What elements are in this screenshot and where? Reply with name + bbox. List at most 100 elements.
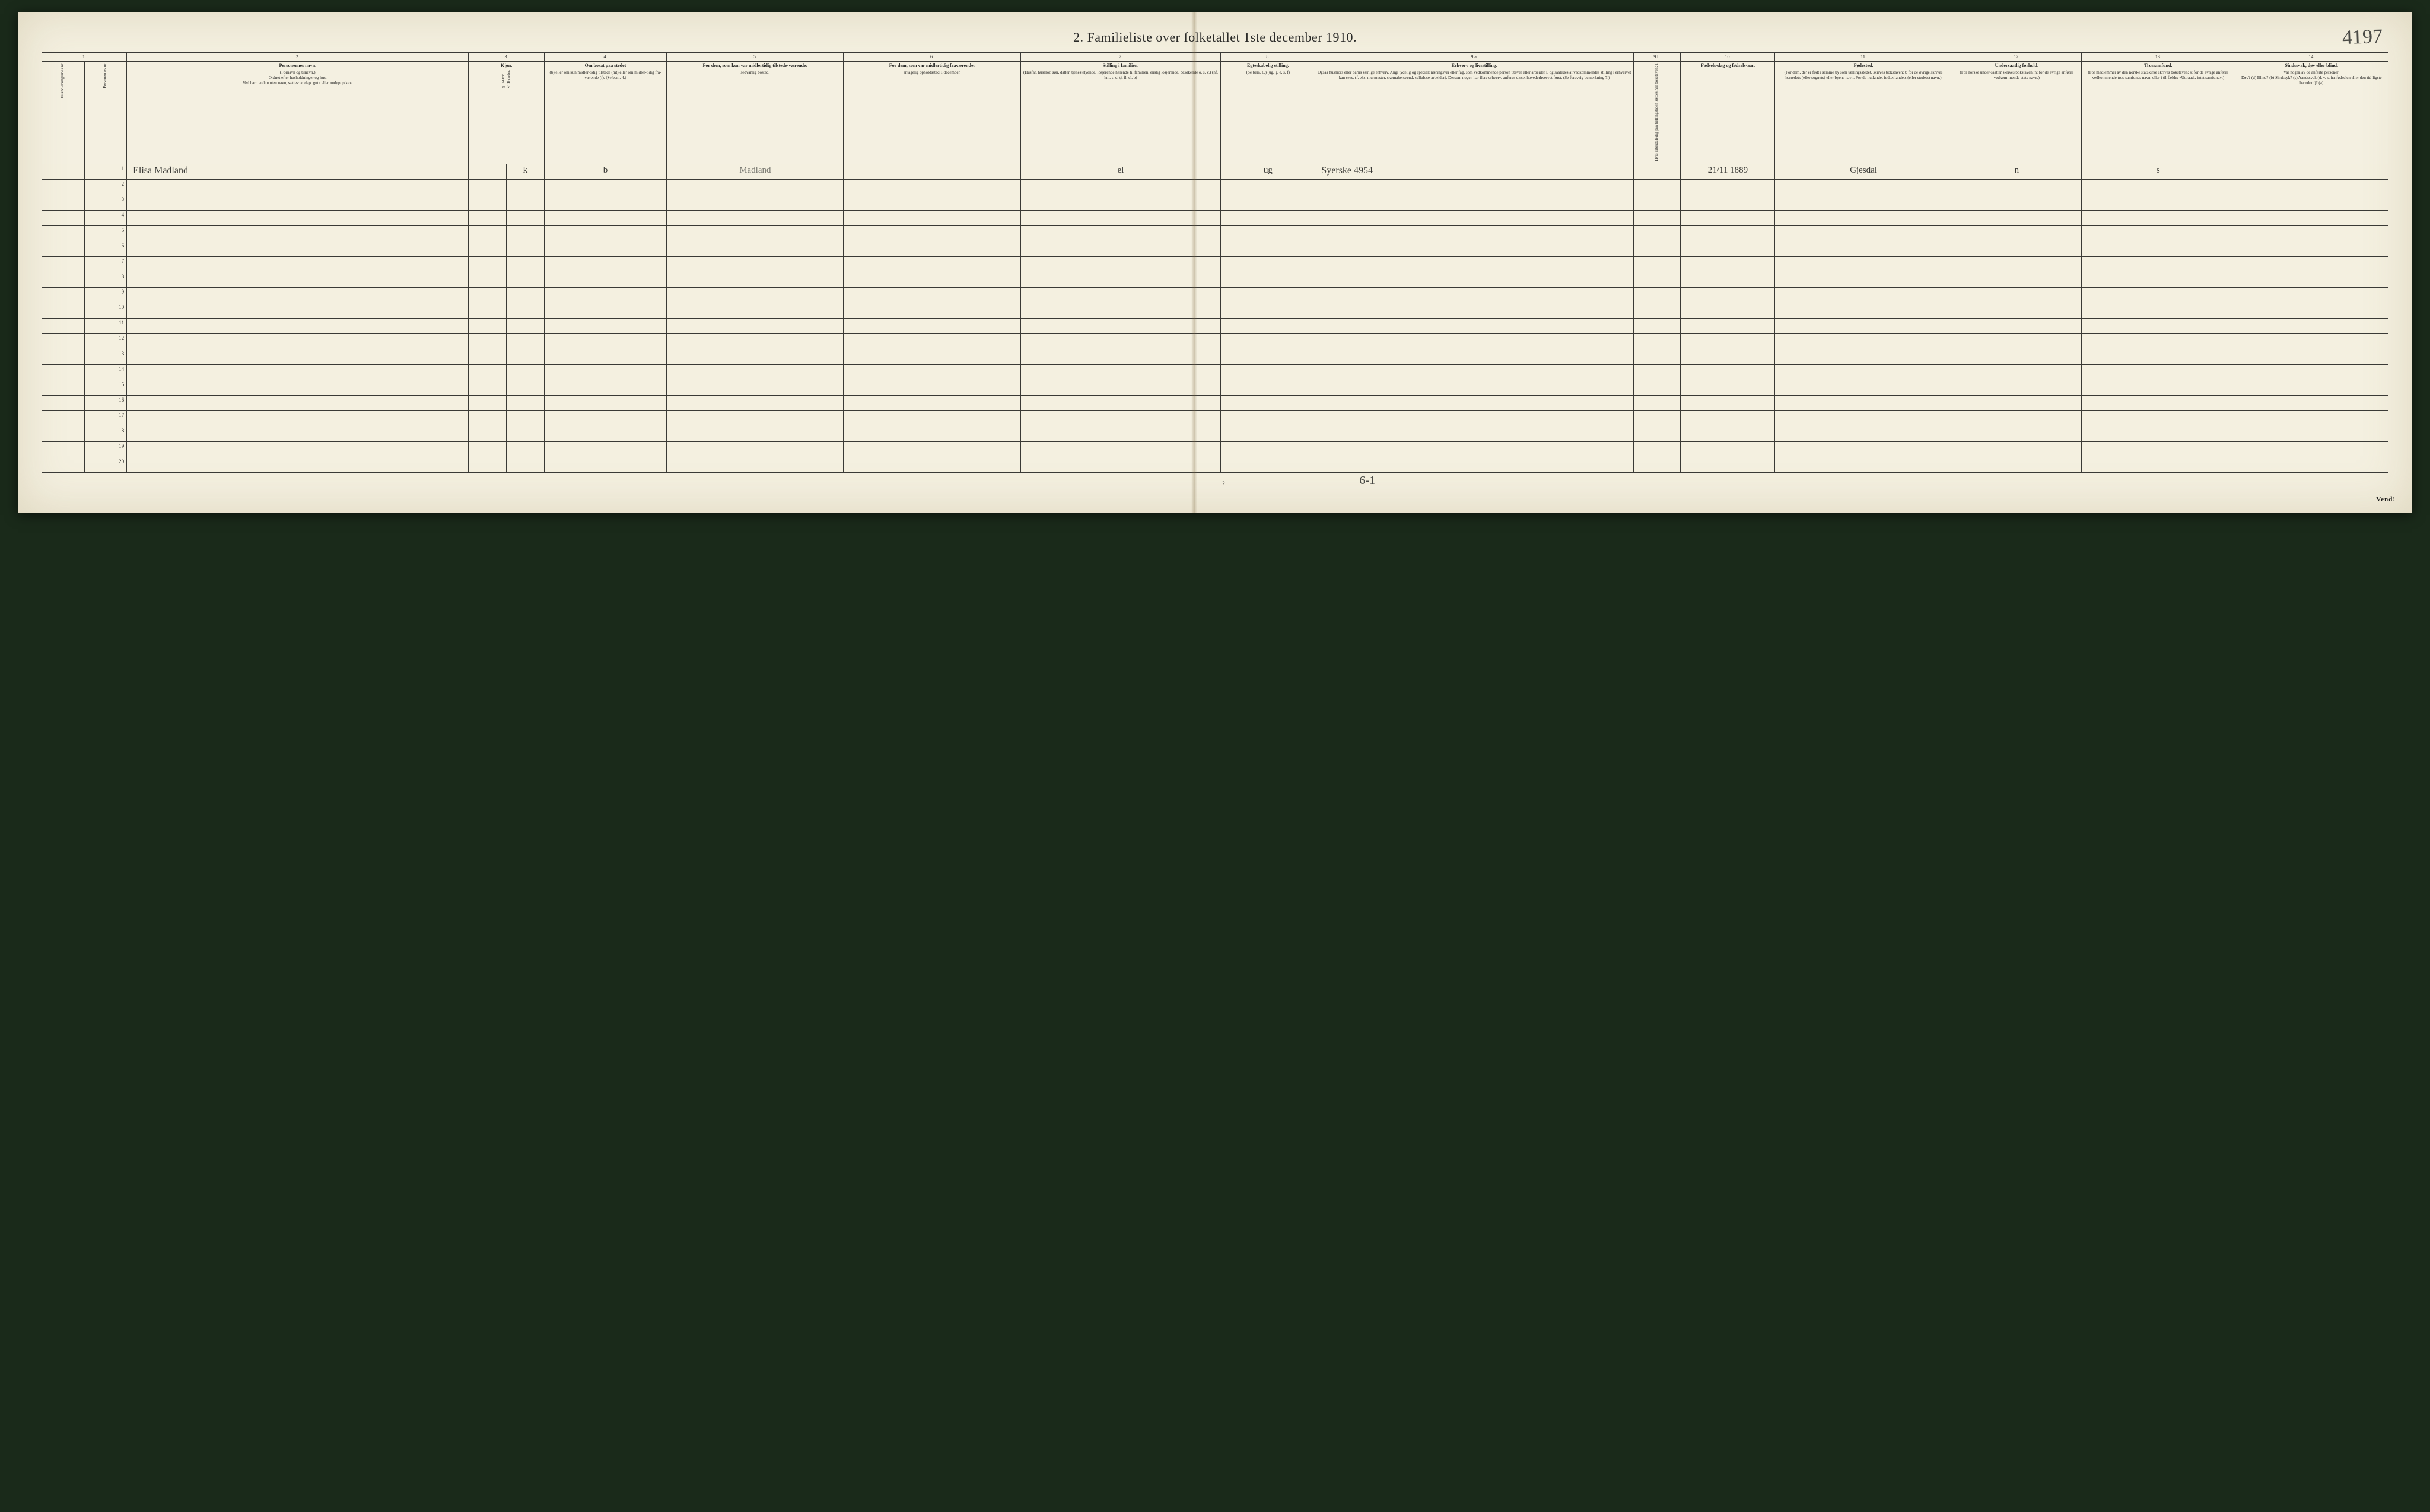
colnum-10: 10. <box>1681 53 1775 62</box>
nationality-cell: n <box>1952 164 2082 180</box>
marital-cell <box>1221 303 1315 319</box>
family-position-cell <box>1020 211 1221 226</box>
religion-cell <box>2082 241 2235 257</box>
birthplace-cell <box>1775 457 1952 473</box>
nationality-cell <box>1952 180 2082 195</box>
unemployed-cell <box>1633 257 1680 272</box>
unemployed-cell <box>1633 457 1680 473</box>
household-cell <box>42 226 85 241</box>
nationality-cell <box>1952 442 2082 457</box>
temp-present-cell <box>667 180 844 195</box>
unemployed-cell <box>1633 241 1680 257</box>
temp-present-cell <box>667 457 844 473</box>
occupation-cell <box>1315 303 1634 319</box>
temp-absent-cell <box>844 288 1020 303</box>
residence-cell <box>544 303 667 319</box>
family-position-cell <box>1020 457 1221 473</box>
sex-k-cell <box>507 396 545 411</box>
sex-m-cell <box>469 241 507 257</box>
hdr-unemployed: Hvis arbeidsledig paa tællingstiden sætt… <box>1633 62 1680 164</box>
religion-cell <box>2082 211 2235 226</box>
column-number-row: 1. 2. 3. 4. 5. 6. 7. 8. 9 a. 9 b. 10. 11… <box>42 53 2388 62</box>
sex-k-cell <box>507 349 545 365</box>
table-row: 2 <box>42 180 2388 195</box>
nationality-cell <box>1952 396 2082 411</box>
disability-cell <box>2235 303 2388 319</box>
name-cell <box>127 380 469 396</box>
person-cell: 15 <box>84 380 127 396</box>
sex-k-cell <box>507 442 545 457</box>
temp-absent-cell <box>844 426 1020 442</box>
sex-k-cell <box>507 303 545 319</box>
nationality-cell <box>1952 288 2082 303</box>
occupation-cell <box>1315 180 1634 195</box>
person-cell: 10 <box>84 303 127 319</box>
name-cell <box>127 334 469 349</box>
religion-cell <box>2082 319 2235 334</box>
disability-cell <box>2235 241 2388 257</box>
residence-cell <box>544 195 667 211</box>
colnum-6: 6. <box>844 53 1020 62</box>
person-cell: 8 <box>84 272 127 288</box>
religion-cell <box>2082 334 2235 349</box>
occupation-cell <box>1315 457 1634 473</box>
person-cell: 19 <box>84 442 127 457</box>
temp-absent-cell <box>844 380 1020 396</box>
column-header-row: Husholdningernes nr. Personernes nr. Per… <box>42 62 2388 164</box>
footer-row: 6-1 2 <box>42 475 2388 489</box>
hdr-temp-absent: For dem, som var midlertidig fraværende:… <box>844 62 1020 164</box>
colnum-14: 14. <box>2235 53 2388 62</box>
unemployed-cell <box>1633 288 1680 303</box>
household-cell <box>42 272 85 288</box>
sex-k-cell <box>507 272 545 288</box>
sex-m-cell <box>469 365 507 380</box>
religion-cell <box>2082 288 2235 303</box>
name-cell <box>127 288 469 303</box>
nationality-cell <box>1952 226 2082 241</box>
sex-m-cell <box>469 180 507 195</box>
temp-present-cell <box>667 334 844 349</box>
hdr-nationality: Undersaatlig forhold. (For norske under-… <box>1952 62 2082 164</box>
birthplace-cell: Gjesdal <box>1775 164 1952 180</box>
name-cell <box>127 303 469 319</box>
family-position-cell <box>1020 226 1221 241</box>
colnum-4: 4. <box>544 53 667 62</box>
disability-cell <box>2235 180 2388 195</box>
religion-cell <box>2082 457 2235 473</box>
table-row: 8 <box>42 272 2388 288</box>
sex-m-cell <box>469 334 507 349</box>
unemployed-cell <box>1633 226 1680 241</box>
temp-present-cell <box>667 426 844 442</box>
occupation-cell <box>1315 334 1634 349</box>
marital-cell <box>1221 457 1315 473</box>
residence-cell <box>544 319 667 334</box>
household-cell <box>42 211 85 226</box>
sex-k-cell <box>507 380 545 396</box>
form-title: 2. Familieliste over folketallet 1ste de… <box>1073 30 1357 45</box>
table-row: 16 <box>42 396 2388 411</box>
hdr-temp-present: For dem, som kun var midlertidig tilsted… <box>667 62 844 164</box>
residence-cell <box>544 288 667 303</box>
residence-cell <box>544 411 667 426</box>
residence-cell: b <box>544 164 667 180</box>
residence-cell <box>544 349 667 365</box>
temp-present-cell <box>667 319 844 334</box>
sex-m-cell <box>469 349 507 365</box>
disability-cell <box>2235 334 2388 349</box>
unemployed-cell <box>1633 411 1680 426</box>
table-row: 14 <box>42 365 2388 380</box>
hdr-name: Personernes navn. (Fornavn og tilnavn.) … <box>127 62 469 164</box>
marital-cell <box>1221 195 1315 211</box>
household-cell <box>42 396 85 411</box>
table-row: 7 <box>42 257 2388 272</box>
name-cell <box>127 349 469 365</box>
temp-present-cell <box>667 442 844 457</box>
temp-present-cell <box>667 241 844 257</box>
table-row: 6 <box>42 241 2388 257</box>
family-position-cell <box>1020 288 1221 303</box>
unemployed-cell <box>1633 211 1680 226</box>
person-cell: 12 <box>84 334 127 349</box>
birthplace-cell <box>1775 226 1952 241</box>
unemployed-cell <box>1633 426 1680 442</box>
household-cell <box>42 164 85 180</box>
